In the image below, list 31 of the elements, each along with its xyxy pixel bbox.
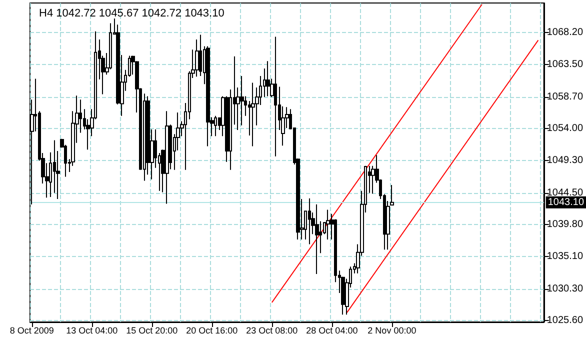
x-tick-label: 2 Nov 00:00 — [368, 326, 416, 336]
y-tick-label: 1025.60 — [546, 315, 584, 326]
y-tick-label: 1049.30 — [546, 154, 584, 166]
y-tick-label: 1063.50 — [546, 59, 584, 70]
candlestick — [206, 46, 210, 147]
chart-title: H4 1042.72 1045.67 1042.72 1043.10 — [39, 8, 224, 20]
y-tick-label: 1035.10 — [546, 250, 584, 262]
candlestick — [214, 115, 217, 137]
candlestick — [251, 82, 255, 147]
x-tick-label: 23 Oct 08:00 — [246, 326, 298, 336]
x-tick-label: 13 Oct 04:00 — [66, 326, 118, 336]
y-tick-label: 1054.00 — [546, 123, 584, 134]
y-tick-label: 1044.50 — [546, 187, 584, 198]
y-tick-label: 1030.30 — [546, 283, 584, 294]
x-tick-label: 8 Oct 2009 — [10, 326, 54, 336]
candlestick — [165, 110, 169, 204]
candlestick — [390, 184, 394, 206]
candlestick — [315, 204, 319, 275]
x-tick-label: 15 Oct 20:00 — [126, 326, 178, 336]
ref-line-label: 1043.10 — [548, 196, 584, 208]
candlestick — [195, 38, 199, 78]
y-tick-label: 1068.20 — [546, 27, 584, 38]
candlestick — [266, 60, 270, 97]
y-tick-label: 1058.70 — [546, 91, 584, 102]
candlestick — [274, 36, 277, 157]
candlestick — [326, 209, 330, 240]
y-tick-label: 1039.80 — [546, 219, 584, 230]
candlestick — [308, 198, 311, 245]
x-tick-label: 28 Oct 04:00 — [306, 326, 358, 336]
x-tick-label: 20 Oct 16:00 — [186, 326, 238, 336]
candlestick — [240, 75, 244, 126]
